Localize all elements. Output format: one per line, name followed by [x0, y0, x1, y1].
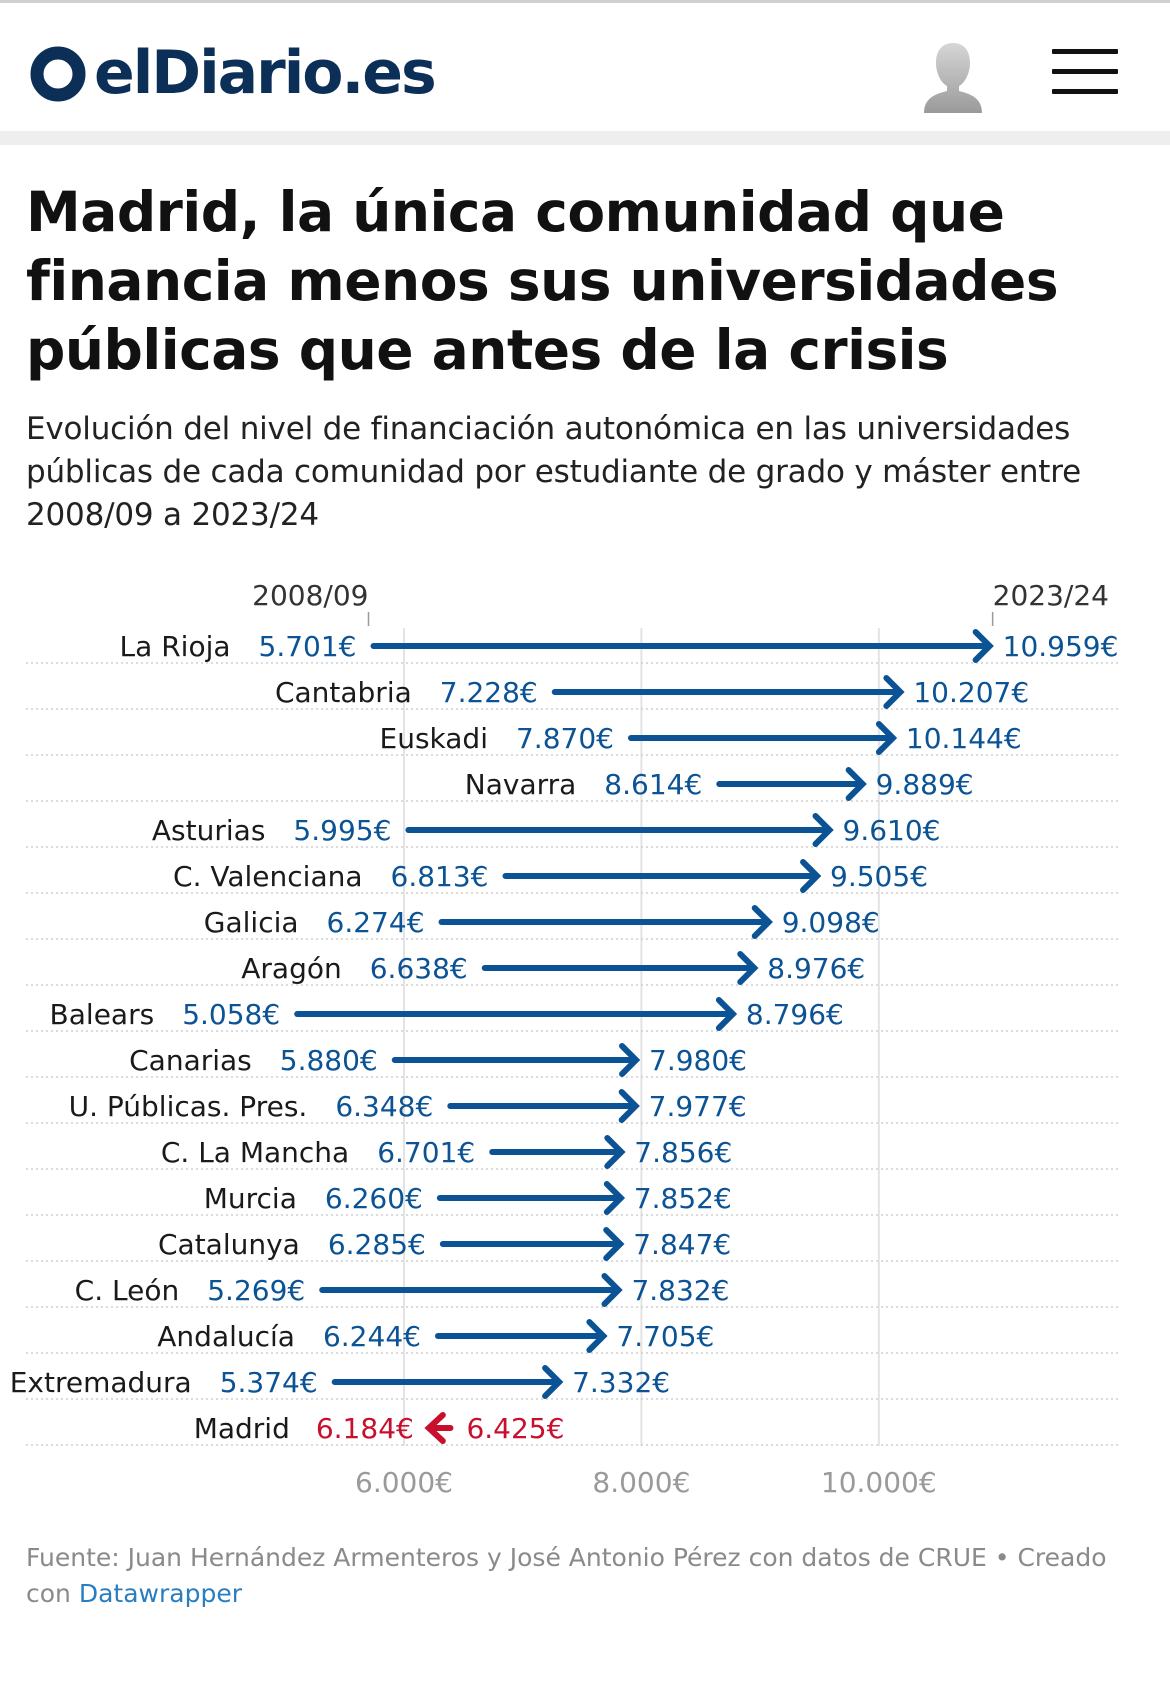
region-label: Extremadura: [10, 1366, 192, 1399]
arrow-head: [715, 997, 738, 1031]
region-label: Madrid: [194, 1412, 290, 1445]
start-value-label: 6.701€: [377, 1136, 475, 1169]
end-value-label: 7.332€: [572, 1366, 670, 1399]
arrow-chart: 2008/09 2023/24 5.701€ 10.959€ La Rioja 7.228…: [10, 579, 1119, 1499]
arrow-head: [586, 1319, 608, 1353]
site-logo[interactable]: elDiario.es: [28, 33, 437, 113]
arrow-head: [737, 951, 759, 985]
start-value-label: 7.228€: [440, 676, 538, 709]
region-label: Catalunya: [158, 1228, 300, 1261]
end-value-label: 9.889€: [876, 768, 974, 801]
region-label: Cantabria: [275, 676, 412, 709]
arrow-head: [542, 1365, 564, 1399]
start-value-label: 5.269€: [207, 1274, 305, 1307]
start-value-label: 5.058€: [182, 998, 280, 1031]
end-value-label: 7.977€: [649, 1090, 747, 1123]
user-avatar-icon[interactable]: [922, 39, 984, 115]
region-label: Aragón: [241, 952, 341, 985]
region-label: Murcia: [204, 1182, 297, 1215]
region-label: Galicia: [204, 906, 299, 939]
start-value-label: 5.701€: [259, 630, 357, 663]
datawrapper-link[interactable]: Datawrapper: [78, 1579, 242, 1608]
chart: 2008/09 2023/24 5.701€ 10.959€ La Rioja 7.228…: [0, 560, 1170, 1500]
eldiario-logo-icon: [30, 46, 86, 102]
start-value-label: 7.870€: [516, 722, 614, 755]
start-value-label: 8.614€: [604, 768, 702, 801]
end-value-label: 7.832€: [631, 1274, 729, 1307]
article-title: Madrid, la única comunidad que financia …: [26, 180, 1059, 382]
x-tick-label: 10.000€: [821, 1466, 937, 1499]
region-label: U. Públicas. Pres.: [69, 1090, 308, 1123]
site-header: elDiario.es: [0, 3, 1170, 131]
end-value-label: 6.184€: [316, 1412, 414, 1445]
arrow-head: [618, 1089, 640, 1123]
start-year-label: 2008/09: [252, 579, 368, 612]
arrow-head: [603, 1227, 625, 1261]
region-label: C. Valenciana: [173, 860, 362, 893]
start-value-label: 5.880€: [280, 1044, 378, 1077]
arrow-head: [812, 813, 834, 847]
x-tick-label: 8.000€: [592, 1466, 690, 1499]
header-separator: [0, 131, 1170, 145]
start-value-label: 6.274€: [327, 906, 425, 939]
x-tick-label: 6.000€: [355, 1466, 453, 1499]
region-label: Navarra: [465, 768, 577, 801]
arrow-head: [751, 905, 773, 939]
top-border: [0, 0, 1170, 3]
arrow-head: [845, 767, 867, 801]
arrow-head: [604, 1135, 626, 1169]
arrow-head: [603, 1181, 626, 1215]
source-note: Fuente: Juan Hernández Armenteros y José…: [26, 1540, 1146, 1612]
end-value-label: 7.980€: [649, 1044, 747, 1077]
region-label: Canarias: [129, 1044, 252, 1077]
hamburger-menu-icon[interactable]: [1052, 47, 1118, 97]
end-value-label: 10.959€: [1003, 630, 1119, 663]
region-label: Andalucía: [157, 1320, 295, 1353]
start-value-label: 5.995€: [293, 814, 391, 847]
source-text: Fuente: Juan Hernández Armenteros y José…: [26, 1543, 1107, 1608]
start-value-label: 6.425€: [466, 1412, 564, 1445]
region-label: Asturias: [152, 814, 266, 847]
start-value-label: 6.244€: [323, 1320, 421, 1353]
start-value-label: 6.260€: [325, 1182, 423, 1215]
region-label: C. León: [75, 1274, 180, 1307]
arrow-head: [875, 721, 898, 755]
end-value-label: 8.976€: [767, 952, 865, 985]
end-value-label: 10.207€: [913, 676, 1029, 709]
end-value-label: 9.098€: [782, 906, 880, 939]
arrow-head: [424, 1412, 446, 1444]
logo-text: elDiario.es: [94, 38, 437, 108]
start-value-label: 5.374€: [220, 1366, 318, 1399]
end-value-label: 8.796€: [746, 998, 844, 1031]
arrow-head: [800, 859, 822, 893]
arrow-head: [601, 1273, 623, 1307]
end-value-label: 9.610€: [843, 814, 941, 847]
start-value-label: 6.348€: [335, 1090, 433, 1123]
start-value-label: 6.285€: [328, 1228, 426, 1261]
end-value-label: 7.852€: [634, 1182, 732, 1215]
region-label: Balears: [50, 998, 155, 1031]
arrow-head: [619, 1043, 641, 1077]
end-value-label: 7.847€: [633, 1228, 731, 1261]
start-value-label: 6.638€: [370, 952, 468, 985]
arrow-head: [972, 629, 994, 663]
start-value-label: 6.813€: [391, 860, 489, 893]
article-subtitle: Evolución del nivel de financiación auto…: [26, 411, 1081, 533]
region-label: La Rioja: [120, 630, 231, 663]
end-value-label: 9.505€: [830, 860, 928, 893]
arrow-head: [883, 675, 905, 709]
region-label: Euskadi: [380, 722, 488, 755]
end-value-label: 10.144€: [906, 722, 1022, 755]
end-value-label: 7.856€: [634, 1136, 732, 1169]
end-year-label: 2023/24: [993, 579, 1109, 612]
region-label: C. La Mancha: [161, 1136, 349, 1169]
end-value-label: 7.705€: [616, 1320, 714, 1353]
